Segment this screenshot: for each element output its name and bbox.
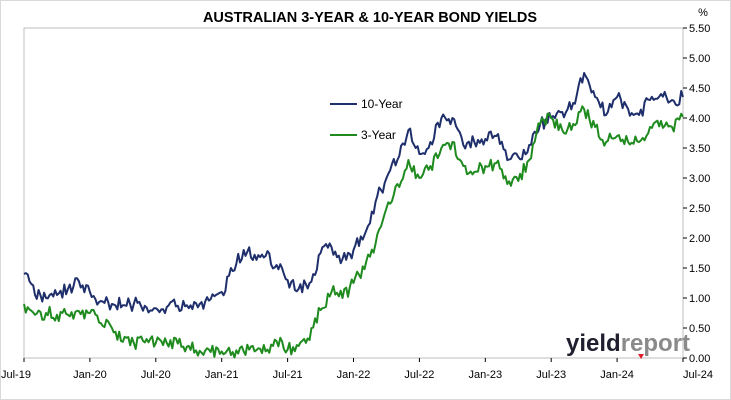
y-tick-label: 2.50: [689, 203, 710, 215]
y-axis: 0.00 0.50 1.00 1.50 2.00 2.50 3.00 3.50 4.00 4.50…: [683, 23, 710, 365]
x-tick-label: Jan-23: [468, 369, 502, 381]
y-tick-label: 5.00: [689, 53, 710, 65]
series-layer: [23, 72, 684, 359]
x-tick-label: Jul-21: [273, 369, 303, 381]
y-tick-label: 4.00: [689, 113, 710, 125]
y-tick-label: 1.00: [689, 293, 710, 305]
x-tick-label: Jul-20: [141, 369, 171, 381]
x-tick-label: Jan-22: [337, 369, 371, 381]
logo-prefix: yield: [566, 330, 621, 357]
x-tick-label: Jul-23: [536, 369, 566, 381]
y-tick-label: 4.50: [689, 83, 710, 95]
y-tick-label: 3.00: [689, 173, 710, 185]
x-tick-label: Jul-22: [404, 369, 434, 381]
x-tick-label: Jan-20: [73, 369, 107, 381]
logo-suffix: report: [621, 330, 690, 357]
x-axis: Jul-19 Jan-20 Jul-20 Jan-21 Jul-21 Jan-22 Jul-…: [1, 358, 713, 381]
logo-accent-mark: [638, 354, 644, 359]
x-tick-label: Jul-19: [1, 369, 31, 381]
legend-label-3-year: 3-Year: [361, 128, 396, 142]
y-tick-label: 2.00: [689, 233, 710, 245]
y-tick-label: 1.50: [689, 263, 710, 275]
y-tick-label: 0.50: [689, 323, 710, 335]
x-tick-label: Jul-24: [683, 369, 713, 381]
x-tick-label: Jan-24: [600, 369, 634, 381]
chart-title: AUSTRALIAN 3-YEAR & 10-YEAR BOND YIELDS: [203, 10, 537, 26]
legend-label-10-year: 10-Year: [361, 97, 403, 111]
y-axis-unit-label: %: [698, 7, 708, 19]
y-tick-label: 3.50: [689, 143, 710, 155]
yieldreport-logo: yieldreport: [566, 330, 690, 359]
x-tick-label: Jan-21: [205, 369, 239, 381]
y-tick-label: 5.50: [689, 23, 710, 35]
svg-text:yieldreport: yieldreport: [566, 330, 690, 357]
y-tick-label: 0.00: [689, 353, 710, 365]
legend: 10-Year 3-Year: [330, 97, 403, 142]
